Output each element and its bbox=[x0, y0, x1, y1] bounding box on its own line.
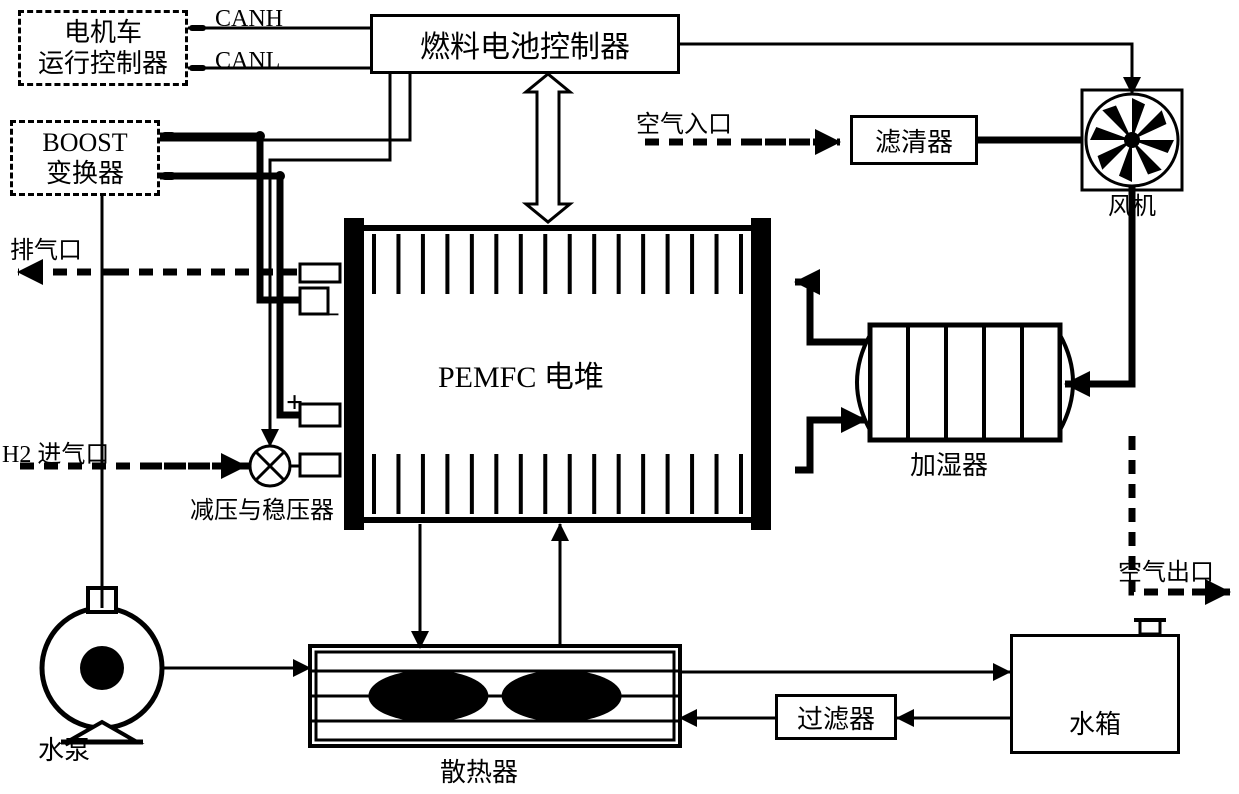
exhaust-label: 排气口 bbox=[10, 230, 82, 265]
air-filter-box: 滤清器 bbox=[850, 115, 978, 165]
water-filter-label: 过滤器 bbox=[797, 699, 875, 736]
air-filter-label: 滤清器 bbox=[875, 122, 953, 159]
radiator-label: 散热器 bbox=[440, 752, 518, 789]
h2-label: H2 进气口 bbox=[2, 434, 109, 469]
motor-controller-box: 电机车运行控制器 bbox=[18, 10, 188, 86]
canl-label: CANL bbox=[215, 48, 280, 75]
minus-label: − bbox=[325, 300, 340, 330]
diagram-canvas: 电机车运行控制器 燃料电池控制器 BOOST变换器 滤清器 过滤器 水箱 CAN… bbox=[0, 0, 1239, 794]
motor-controller-label: 电机车运行控制器 bbox=[38, 17, 168, 79]
fan-label: 风机 bbox=[1108, 186, 1156, 221]
boost-box: BOOST变换器 bbox=[10, 120, 160, 196]
water-filter-box: 过滤器 bbox=[775, 694, 897, 740]
plus-label: + bbox=[286, 386, 303, 420]
air-out-label: 空气出口 bbox=[1118, 552, 1214, 587]
pump-label: 水泵 bbox=[38, 730, 90, 767]
humidifier-label: 加湿器 bbox=[910, 445, 988, 482]
air-in-label: 空气入口 bbox=[636, 104, 732, 139]
water-tank-box: 水箱 bbox=[1010, 634, 1180, 754]
regulator-label: 减压与稳压器 bbox=[190, 490, 334, 525]
fuel-cell-controller-label: 燃料电池控制器 bbox=[420, 22, 630, 66]
water-tank-label: 水箱 bbox=[1069, 704, 1121, 741]
boost-label: BOOST变换器 bbox=[42, 127, 127, 189]
fuel-cell-controller-box: 燃料电池控制器 bbox=[370, 14, 680, 74]
canh-label: CANH bbox=[215, 6, 283, 33]
pemfc-label: PEMFC 电堆 bbox=[438, 352, 604, 396]
